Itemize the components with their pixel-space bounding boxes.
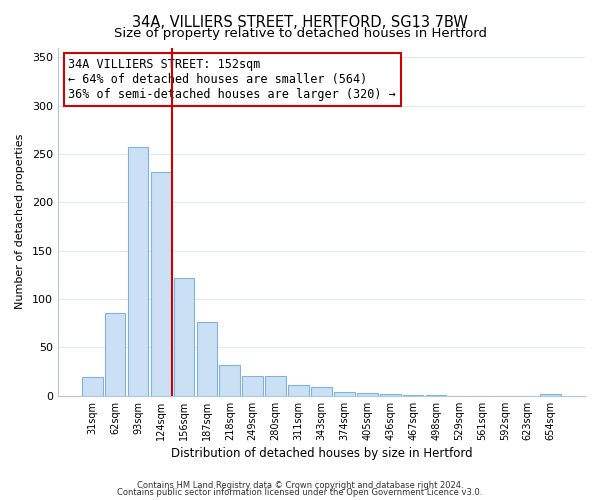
Text: 34A, VILLIERS STREET, HERTFORD, SG13 7BW: 34A, VILLIERS STREET, HERTFORD, SG13 7BW [132, 15, 468, 30]
Bar [357, 393, 377, 396]
Text: Contains public sector information licensed under the Open Government Licence v3: Contains public sector information licen… [118, 488, 482, 497]
Bar [334, 392, 355, 396]
Bar [128, 147, 148, 396]
Bar [220, 365, 240, 396]
Bar [82, 378, 103, 396]
Bar [311, 387, 332, 396]
Bar [173, 278, 194, 396]
Bar [265, 376, 286, 396]
Bar [541, 394, 561, 396]
Bar [403, 395, 424, 396]
Bar [197, 322, 217, 396]
Bar [380, 394, 401, 396]
Text: Contains HM Land Registry data © Crown copyright and database right 2024.: Contains HM Land Registry data © Crown c… [137, 480, 463, 490]
Text: 34A VILLIERS STREET: 152sqm
← 64% of detached houses are smaller (564)
36% of se: 34A VILLIERS STREET: 152sqm ← 64% of det… [68, 58, 396, 101]
Text: Size of property relative to detached houses in Hertford: Size of property relative to detached ho… [113, 28, 487, 40]
Y-axis label: Number of detached properties: Number of detached properties [15, 134, 25, 310]
Bar [426, 395, 446, 396]
Bar [151, 172, 171, 396]
Bar [105, 312, 125, 396]
X-axis label: Distribution of detached houses by size in Hertford: Distribution of detached houses by size … [170, 447, 472, 460]
Bar [288, 385, 309, 396]
Bar [242, 376, 263, 396]
